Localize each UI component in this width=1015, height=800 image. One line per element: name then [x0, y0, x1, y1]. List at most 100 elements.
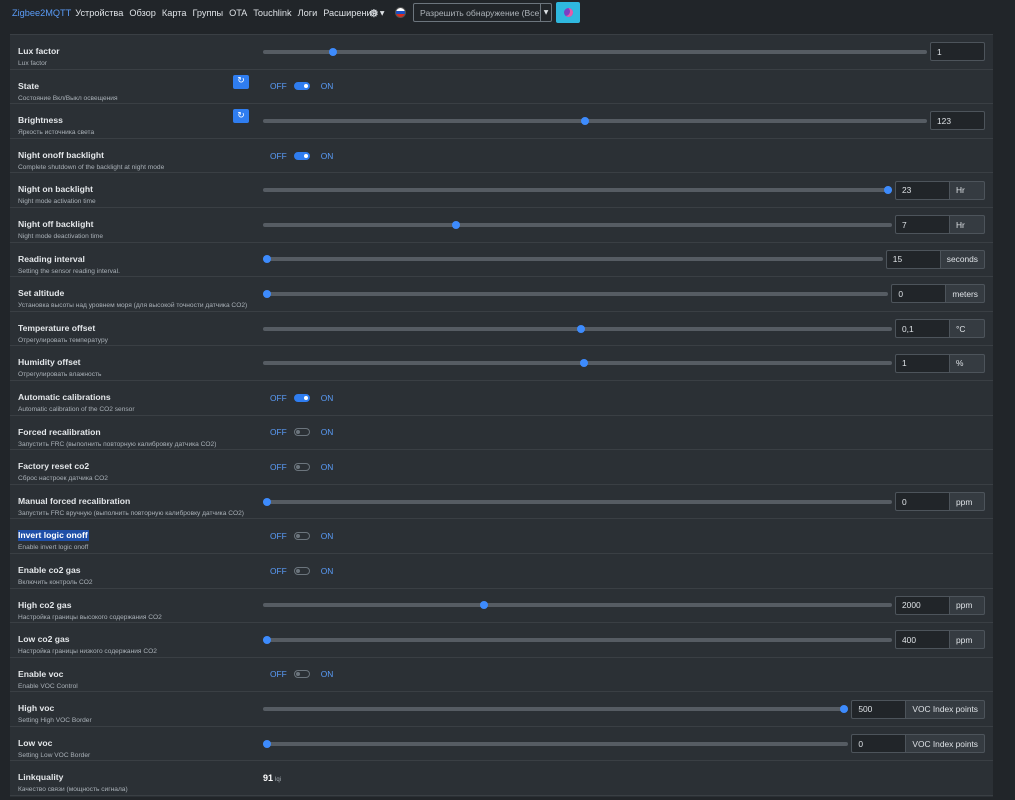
value-input[interactable] [895, 319, 950, 339]
toggle-off-label[interactable]: OFF [270, 461, 287, 472]
value-input[interactable] [885, 249, 941, 269]
slider-thumb[interactable] [263, 635, 271, 644]
settings-dropdown[interactable]: ⚙ ▼ [369, 5, 385, 21]
slider-track[interactable] [263, 635, 892, 644]
slider-track[interactable] [263, 186, 892, 195]
nav-item-groups[interactable]: Группы [192, 8, 224, 18]
slider-track[interactable] [263, 497, 892, 506]
nav-item-extensions[interactable]: Расширения [323, 8, 377, 18]
toggle-off-label[interactable]: OFF [270, 565, 287, 576]
setting-title: Linkquality [18, 772, 64, 783]
nav-item-touchlink[interactable]: Touchlink [253, 8, 292, 18]
refresh-button[interactable]: ↻ [233, 109, 249, 124]
toggle-off-label[interactable]: OFF [270, 150, 287, 161]
slider-track[interactable] [263, 601, 892, 610]
slider-thumb[interactable] [579, 359, 588, 368]
value-input[interactable] [895, 215, 950, 235]
toggle-off-label[interactable]: OFF [270, 81, 287, 92]
toggle-on-label[interactable]: ON [320, 461, 334, 472]
value-input[interactable] [851, 734, 907, 754]
slider-thumb[interactable] [451, 220, 460, 229]
value-input[interactable] [851, 699, 907, 719]
slider-thumb[interactable] [580, 116, 589, 125]
toggle-on-label[interactable]: ON [320, 81, 334, 92]
toggle-knob [295, 568, 300, 573]
slider-track[interactable] [263, 220, 892, 229]
toggle-on-label[interactable]: ON [320, 427, 334, 438]
value-input[interactable] [891, 284, 947, 304]
slider-track[interactable] [263, 255, 883, 264]
nav-item-map[interactable]: Карта [161, 8, 187, 18]
toggle-switch[interactable] [293, 462, 310, 471]
nav-item-logs[interactable]: Логи [297, 8, 318, 18]
value-input[interactable] [895, 180, 950, 200]
setting-description: Сброс настроек датчика CO2 [18, 475, 108, 483]
toggle-on-label[interactable]: ON [320, 669, 334, 680]
slider-track[interactable] [263, 739, 849, 748]
toggle-on-label[interactable]: ON [320, 392, 334, 403]
toggle-switch[interactable] [293, 393, 310, 402]
slider-track[interactable] [263, 324, 892, 333]
slider-track[interactable] [263, 359, 892, 368]
setting-row-state: State Состояние Вкл/Выкл освещения ↻ OFF ON [10, 70, 993, 105]
slider-thumb[interactable] [263, 255, 271, 264]
slider-track[interactable] [263, 116, 927, 125]
toggle-off-label[interactable]: OFF [270, 427, 287, 438]
permit-join-value: Разрешить обнаружение (Все) [420, 7, 540, 18]
slider-thumb[interactable] [263, 289, 271, 298]
setting-value: °C [263, 312, 985, 346]
toggle-switch[interactable] [293, 532, 310, 541]
setting-row-low-voc: Low voc Setting Low VOC Border VOC Index p… [10, 727, 993, 762]
setting-label: Automatic calibrations Automatic calibrat… [18, 381, 253, 415]
toggle-off-label[interactable]: OFF [270, 531, 287, 542]
setting-label: Lux factor Lux factor [18, 35, 253, 69]
toggle-on-label[interactable]: ON [320, 565, 334, 576]
slider-track[interactable] [263, 289, 889, 298]
toggle-switch[interactable] [293, 82, 310, 91]
value-input[interactable] [895, 353, 950, 373]
slider-thumb[interactable] [263, 739, 271, 748]
setting-title: Invert logic onoff [18, 530, 89, 542]
unit-label: VOC Index points [906, 699, 985, 719]
toggle-switch[interactable] [293, 670, 310, 679]
toggle-switch[interactable] [293, 151, 310, 160]
setting-value: OFF ON [263, 519, 985, 553]
value-input[interactable] [895, 492, 950, 512]
unit-label: % [950, 353, 985, 373]
toggle-off-label[interactable]: OFF [270, 392, 287, 403]
slider-thumb[interactable] [577, 324, 586, 333]
toggle-on-label[interactable]: ON [320, 150, 334, 161]
flag-ru-icon[interactable] [395, 7, 406, 18]
toggle-on-label[interactable]: ON [320, 531, 334, 542]
setting-description: Enable invert logic onoff [18, 544, 89, 552]
nav-item-devices[interactable]: Устройства [75, 8, 124, 18]
slider-thumb[interactable] [840, 705, 849, 714]
theme-toggle-button[interactable] [556, 2, 580, 23]
value-input[interactable] [930, 111, 985, 131]
toggle-switch[interactable] [293, 566, 310, 575]
slider-track[interactable] [263, 705, 849, 714]
setting-label: Night onoff backlight Complete shutdown o… [18, 139, 253, 173]
toggle-off-label[interactable]: OFF [270, 669, 287, 680]
nav-item-dashboard[interactable]: Обзор [129, 8, 156, 18]
slider-thumb[interactable] [479, 601, 488, 610]
chevron-down-icon[interactable]: ▼ [540, 4, 551, 21]
value-input[interactable] [930, 42, 985, 62]
value-input[interactable] [895, 595, 950, 615]
nav-item-ota[interactable]: OTA [229, 8, 248, 18]
refresh-button[interactable]: ↻ [233, 74, 249, 89]
unit-label: ppm [950, 630, 985, 650]
toggle-switch[interactable] [293, 428, 310, 437]
slider-thumb[interactable] [263, 497, 271, 506]
slider-thumb[interactable] [884, 186, 892, 195]
value-input[interactable] [895, 630, 950, 650]
setting-description: Отрегулировать влажность [18, 371, 102, 379]
brand-link[interactable]: Zigbee2MQTT [12, 8, 72, 18]
setting-title: Set altitude [18, 288, 65, 299]
slider-track[interactable] [263, 47, 927, 56]
setting-value: ppm [263, 589, 985, 623]
setting-value: % [263, 346, 985, 380]
setting-description: Night mode deactivation time [18, 232, 104, 240]
permit-join-select[interactable]: Разрешить обнаружение (Все) ▼ [413, 3, 552, 22]
slider-thumb[interactable] [328, 47, 337, 56]
